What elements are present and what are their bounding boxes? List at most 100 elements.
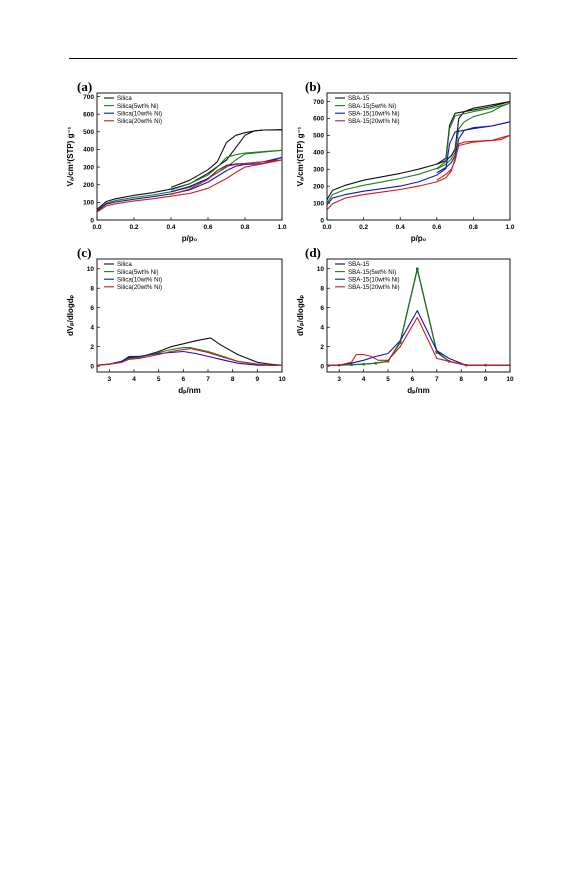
series-line-2 [97,350,282,366]
legend-label-1: Silica(5wt% Ni) [117,103,159,110]
chart-panel-3: (d) 3 4 5 6 7 8 9 10 0 2 4 6 8 10 dₚ/nm dVₚ/dlogdₚ SBA-15… [296,245,514,395]
plot-area [327,267,510,367]
legend-label-0: Silica [117,95,132,102]
series-desorption-line-3 [170,159,282,195]
x-tick-label: 7 [206,376,210,383]
x-tick-label: 9 [256,376,260,383]
x-tick-label: 0.6 [432,224,441,231]
legend-label-3: SBA-15(20wt% Ni) [348,284,400,291]
x-tick-label: 0.6 [203,224,212,231]
y-tick-label: 6 [90,305,94,312]
legend-label-2: SBA-15(10wt% Ni) [348,276,400,283]
y-tick-label: 6 [320,305,324,312]
legend-label-1: SBA-15(5wt% Ni) [348,269,396,276]
y-tick-label: 100 [313,200,324,207]
x-tick-label: 4 [362,376,366,383]
plot-area [327,100,510,211]
x-tick-label: 0.2 [359,224,368,231]
y-tick-label: 200 [313,183,324,190]
series-line-1 [97,149,282,211]
x-tick-label: 1.0 [505,224,514,231]
series-desorption-line-1 [436,102,510,170]
series-desorption-line-3 [436,134,510,181]
x-tick-label: 0.2 [129,224,138,231]
x-tick-label: 10 [506,376,514,383]
panel-label: (c) [77,245,91,260]
x-axis-title: dₚ/nm [407,386,430,395]
y-tick-label: 0 [320,217,324,224]
legend-label-2: Silica(10wt% Ni) [117,110,162,117]
series-line-0 [327,100,510,200]
x-tick-label: 0.0 [92,224,101,231]
x-tick-label: 0.4 [166,224,175,231]
y-axis-title: Vₐ/cm³(STP) g⁻¹ [296,126,305,186]
y-tick-label: 8 [90,286,94,293]
series-desorption-line-1 [170,149,282,191]
y-tick-label: 500 [83,129,94,136]
y-tick-label: 400 [83,147,94,154]
panel-label: (a) [77,79,92,94]
legend-label-0: SBA-15 [348,261,370,268]
x-tick-label: 0.8 [469,224,478,231]
x-tick-label: 8 [459,376,463,383]
series-line-1 [97,347,282,366]
legend-label-3: Silica(20wt% Ni) [117,118,162,125]
y-tick-label: 600 [83,111,94,118]
y-tick-label: 100 [83,200,94,207]
series-marker-1 [415,268,419,272]
chart-panel-0: (a) 0.0 0.2 0.4 0.6 0.8 1.0 0 100 200 300 400 500 600… [66,79,287,243]
series-line-0 [97,129,282,210]
x-tick-label: 4 [132,376,136,383]
series-line-2 [97,156,282,212]
chart-panel-2: (c) 3 4 5 6 7 8 9 10 0 2 4 6 8 10 dₚ/nm dVₚ/dlogdₚ Silica… [66,245,286,395]
plot-frame [326,92,511,221]
x-tick-label: 10 [278,376,286,383]
y-axis-title: dVₚ/dlogdₚ [66,294,75,336]
x-tick-label: 7 [435,376,439,383]
series-marker-1 [435,351,439,354]
y-tick-label: 700 [83,94,94,101]
legend-label-2: SBA-15(10wt% Ni) [348,110,400,117]
y-axis-title: Vₐ/cm³(STP) g⁻¹ [66,126,75,186]
plot-frame [96,92,283,221]
y-tick-label: 2 [90,344,94,351]
series-line-3 [327,134,510,211]
series-marker-1 [374,361,378,365]
y-tick-label: 10 [317,266,325,273]
legend-label-3: SBA-15(20wt% Ni) [348,118,400,125]
y-tick-label: 0 [90,363,94,370]
x-tick-label: 5 [157,376,161,383]
y-tick-label: 400 [313,150,324,157]
legend-label-1: SBA-15(5wt% Ni) [348,103,396,110]
y-tick-label: 300 [83,164,94,171]
series-line-3 [97,348,282,366]
plot-frame [326,258,511,373]
legend-label-0: SBA-15 [348,95,370,102]
y-tick-label: 300 [313,167,324,174]
series-desorption-line-0 [170,129,282,188]
y-tick-label: 600 [313,116,324,123]
plot-frame [96,258,283,373]
y-tick-label: 200 [83,182,94,189]
x-tick-label: 3 [108,376,112,383]
plot-area [97,337,282,366]
panel-label: (d) [305,245,321,260]
x-tick-label: 0.8 [240,224,249,231]
legend-label-1: Silica(5wt% Ni) [117,269,159,276]
series-line-3 [327,316,510,366]
y-tick-label: 4 [90,324,94,331]
y-tick-label: 4 [320,324,324,331]
y-tick-label: 0 [320,363,324,370]
series-marker-1 [362,362,365,366]
x-axis-title: dₚ/nm [178,386,201,395]
y-tick-label: 8 [320,286,324,293]
series-line-2 [327,121,510,206]
x-tick-label: 8 [231,376,235,383]
series-line-3 [97,159,282,213]
y-tick-label: 700 [313,99,324,106]
series-desorption-line-2 [436,121,510,174]
legend-label-0: Silica [117,261,132,268]
x-tick-label: 6 [411,376,415,383]
x-tick-label: 0.4 [396,224,405,231]
